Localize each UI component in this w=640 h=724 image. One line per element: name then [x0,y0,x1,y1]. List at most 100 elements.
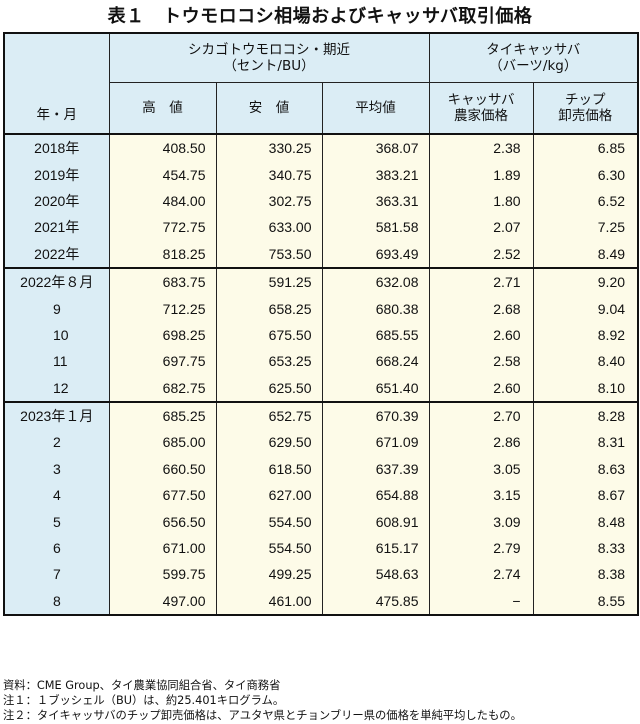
average-price-cell: 363.31 [321,187,430,215]
table-row: 7 599.75 499.25 548.63 2.74 8.38 [3,561,639,588]
period-label-cell: 7 [3,561,110,588]
period-label-cell: 2019年 [3,161,110,188]
low-price-cell: 302.75 [215,187,323,215]
period-label-cell: 9 [3,295,110,322]
table-row: 2022年 818.25 753.50 693.49 2.52 8.49 [3,240,639,268]
chip-price-cell: 8.92 [532,321,639,349]
farm-price-cell: − [428,587,534,616]
high-price-cell: 685.25 [108,400,217,430]
period-label-cell: 10 [3,321,110,349]
farm-price-cell: 2.52 [428,240,534,268]
average-price-cell: 608.91 [321,508,430,535]
high-price-header: 高 値 [108,82,217,135]
low-price-cell: 633.00 [215,214,323,241]
note-1: 注１：１ブッシェル（BU）は、約25.401キログラム。 [3,694,285,707]
low-price-cell: 499.25 [215,561,323,588]
table-row: 4 677.50 627.00 654.88 3.15 8.67 [3,482,639,509]
farm-price-header-line1: キャッサバ [447,92,515,108]
average-price-cell: 368.07 [321,134,430,162]
farm-price-cell: 2.60 [428,321,534,349]
notes: 資料：CME Group、タイ農業協同組合省、タイ商務省 注１：１ブッシェル（B… [3,678,637,723]
period-label-cell: 2021年 [3,214,110,241]
low-price-cell: 618.50 [215,455,323,483]
low-price-cell: 675.50 [215,321,323,349]
low-price-cell: 627.00 [215,482,323,509]
low-price-cell: 652.75 [215,400,323,430]
high-price-cell: 599.75 [108,561,217,588]
high-price-cell: 408.50 [108,134,217,162]
average-price-cell: 475.85 [321,587,430,616]
low-price-cell: 340.75 [215,161,323,188]
table-row: 10 698.25 675.50 685.55 2.60 8.92 [3,321,639,349]
high-price-cell: 818.25 [108,240,217,268]
table-row: 2022年８月 683.75 591.25 632.08 2.71 9.20 [3,266,639,296]
farm-price-cell: 2.86 [428,429,534,456]
chip-price-header-line2: 卸売価格 [558,108,613,124]
high-price-cell: 656.50 [108,508,217,535]
farm-price-header-line2: 農家価格 [454,108,509,124]
high-price-cell: 682.75 [108,374,217,402]
period-label-cell: 2022年 [3,240,110,268]
period-label-cell: 2023年１月 [3,400,110,430]
chip-price-cell: 9.04 [532,295,639,322]
high-price-cell: 698.25 [108,321,217,349]
table-row: 3 660.50 618.50 637.39 3.05 8.63 [3,455,639,483]
farm-price-cell: 3.05 [428,455,534,483]
high-price-cell: 497.00 [108,587,217,616]
average-price-cell: 383.21 [321,161,430,188]
table-row: 9 712.25 658.25 680.38 2.68 9.04 [3,295,639,322]
table-row: 8 497.00 461.00 475.85−8.55 [3,587,639,616]
chicago-corn-group-title: シカゴトウモロコシ・期近 [188,42,350,58]
chip-price-cell: 8.49 [532,240,639,268]
farm-price-cell: 2.79 [428,534,534,562]
chip-price-cell: 6.85 [532,134,639,162]
table-row: 2023年１月 685.25 652.75 670.39 2.70 8.28 [3,400,639,430]
average-price-cell: 670.39 [321,400,430,430]
average-price-cell: 548.63 [321,561,430,588]
table-row: 2 685.00 629.50 671.09 2.86 8.31 [3,429,639,456]
average-price-cell: 615.17 [321,534,430,562]
farm-price-cell: 2.07 [428,214,534,241]
high-price-cell: 772.75 [108,214,217,241]
chip-price-cell: 9.20 [532,266,639,296]
farm-price-cell: 2.74 [428,561,534,588]
chip-price-cell: 8.28 [532,400,639,430]
low-price-cell: 653.25 [215,348,323,375]
chip-price-cell: 8.38 [532,561,639,588]
table-row: 5 656.50 554.50 608.91 3.09 8.48 [3,508,639,535]
period-label-cell: 5 [3,508,110,535]
chip-price-header: チップ 卸売価格 [532,82,639,135]
note-2: 注２：タイキャッサバのチップ卸売価格は、アユタヤ県とチョンブリー県の価格を単純平… [3,709,522,722]
farm-price-cell: 2.71 [428,266,534,296]
average-price-cell: 654.88 [321,482,430,509]
low-price-cell: 330.25 [215,134,323,162]
year-month-header: 年・月 [3,33,110,135]
farm-price-cell: 2.60 [428,374,534,402]
farm-price-cell: 1.80 [428,187,534,215]
high-price-cell: 697.75 [108,348,217,375]
table-title: 表１ トウモロコシ相場およびキャッサバ取引価格 [107,6,533,27]
thai-cassava-group-header: タイキャッサバ （バーツ/kg） [428,33,639,83]
farm-price-cell: 2.58 [428,348,534,375]
chip-price-cell: 8.55 [532,587,639,616]
source-note: 資料：CME Group、タイ農業協同組合省、タイ商務省 [3,679,281,692]
period-label-cell: 2022年８月 [3,266,110,296]
table-row: 12 682.75 625.50 651.40 2.60 8.10 [3,374,639,402]
farm-price-cell: 2.70 [428,400,534,430]
chicago-corn-group-unit: （セント/BU） [223,58,315,74]
price-table: 年・月 シカゴトウモロコシ・期近 （セント/BU） タイキャッサバ （バーツ/k… [3,32,640,617]
period-label-cell: 2018年 [3,134,110,162]
chip-price-cell: 8.31 [532,429,639,456]
high-price-cell: 677.50 [108,482,217,509]
chip-price-cell: 8.40 [532,348,639,375]
chip-price-cell: 8.63 [532,455,639,483]
table-row: 11 697.75 653.25 668.24 2.58 8.40 [3,348,639,375]
period-label-cell: 11 [3,348,110,375]
high-price-cell: 660.50 [108,455,217,483]
table-row: 2018年 408.50 330.25 368.07 2.38 6.85 [3,134,639,162]
low-price-header: 安 値 [215,82,323,135]
average-price-cell: 632.08 [321,266,430,296]
farm-price-cell: 3.15 [428,482,534,509]
chicago-corn-group-header: シカゴトウモロコシ・期近 （セント/BU） [108,33,430,83]
low-price-cell: 629.50 [215,429,323,456]
